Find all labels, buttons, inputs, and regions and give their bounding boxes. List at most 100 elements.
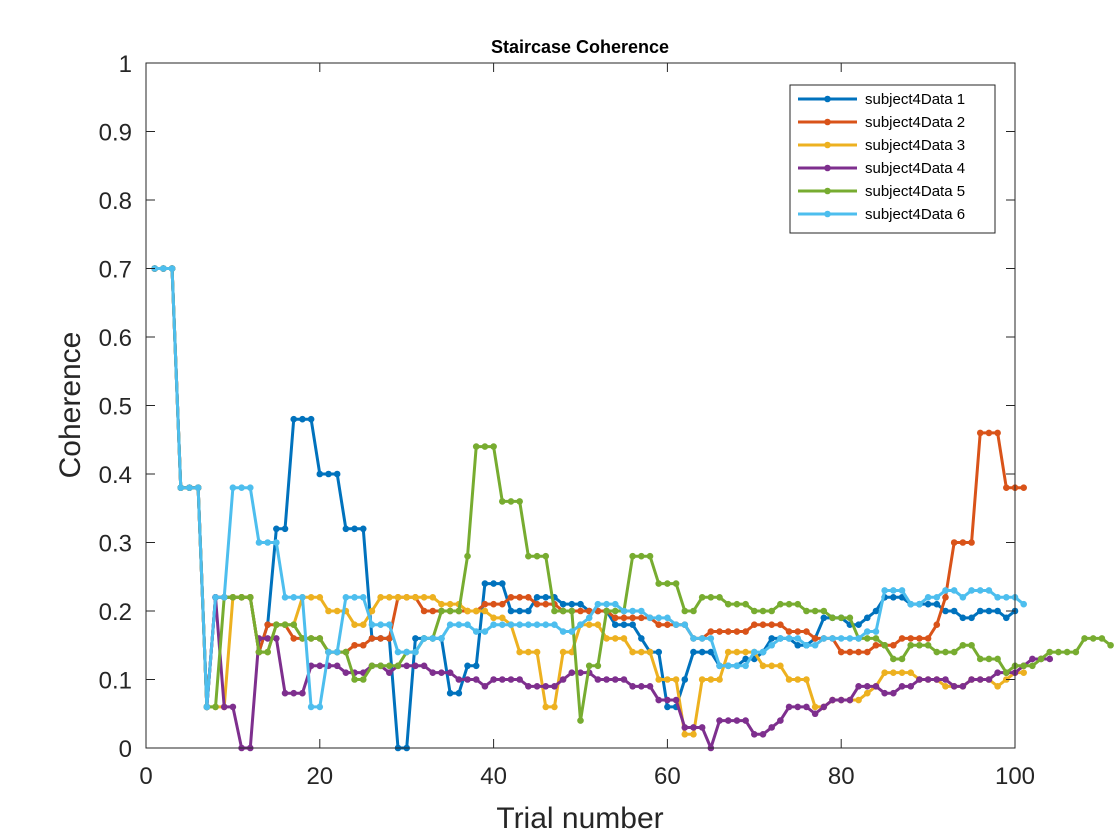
series-4 — [151, 265, 1054, 752]
legend-marker — [824, 95, 831, 103]
data-point — [846, 614, 854, 622]
data-point — [785, 635, 793, 642]
data-point — [568, 669, 576, 676]
data-point — [638, 683, 645, 690]
data-point — [533, 552, 541, 560]
data-point — [351, 676, 358, 683]
data-point — [507, 498, 515, 505]
data-point — [568, 628, 576, 635]
data-point — [959, 683, 967, 690]
data-point — [846, 696, 854, 704]
data-point — [1107, 641, 1114, 649]
data-point — [525, 683, 532, 690]
data-point — [707, 594, 715, 601]
data-point — [273, 525, 280, 533]
data-point — [333, 662, 341, 670]
data-point — [368, 621, 376, 628]
data-point — [759, 648, 767, 656]
data-point — [724, 600, 732, 608]
data-point — [359, 621, 367, 628]
data-point — [898, 587, 906, 594]
data-point — [299, 415, 306, 423]
data-point — [273, 621, 280, 628]
data-point — [863, 628, 871, 635]
data-point — [594, 662, 602, 670]
data-point — [559, 648, 567, 656]
data-point — [490, 443, 497, 450]
y-axis-label: Coherence — [54, 332, 87, 479]
data-point — [507, 621, 515, 628]
data-point — [759, 607, 767, 615]
data-point — [916, 600, 923, 608]
data-point — [811, 641, 819, 649]
data-point — [863, 635, 871, 642]
data-point — [716, 662, 723, 670]
data-point — [985, 607, 993, 615]
data-point — [829, 635, 836, 642]
data-point — [881, 587, 888, 594]
data-point — [559, 607, 567, 615]
data-point — [855, 635, 862, 642]
data-point — [203, 703, 211, 711]
data-point — [386, 635, 393, 642]
data-point — [881, 641, 888, 649]
data-point — [316, 470, 324, 478]
data-point — [837, 696, 845, 704]
data-point — [733, 628, 741, 635]
data-point — [611, 607, 619, 615]
data-point — [942, 648, 949, 656]
data-point — [785, 703, 793, 711]
data-point — [377, 635, 384, 642]
data-point — [168, 265, 176, 272]
data-point — [672, 696, 680, 704]
data-point — [533, 683, 541, 690]
data-point — [777, 600, 784, 608]
data-point — [386, 669, 393, 676]
data-point — [325, 648, 332, 656]
data-point — [481, 683, 489, 690]
data-point — [924, 594, 932, 601]
series-6 — [151, 265, 1027, 711]
data-point — [811, 607, 819, 615]
data-point — [942, 607, 949, 615]
data-point — [377, 594, 384, 601]
data-point — [820, 614, 828, 622]
data-point — [707, 628, 715, 635]
data-point — [1020, 600, 1027, 608]
data-point — [985, 429, 993, 437]
data-point — [542, 703, 550, 711]
data-point — [681, 676, 689, 683]
data-point — [620, 676, 628, 683]
data-point — [246, 594, 254, 601]
data-point — [351, 641, 358, 649]
data-point — [803, 676, 810, 683]
data-point — [768, 641, 775, 649]
legend-label: subject4Data 1 — [865, 91, 965, 108]
data-point — [655, 696, 663, 704]
data-point — [707, 635, 715, 642]
data-point — [933, 621, 941, 628]
data-point — [994, 607, 1001, 615]
legend-label: subject4Data 2 — [865, 114, 965, 131]
data-point — [438, 635, 445, 642]
data-point — [724, 628, 732, 635]
legend-marker — [824, 164, 831, 172]
data-point — [412, 648, 419, 656]
data-point — [455, 689, 463, 697]
data-point — [316, 594, 324, 601]
data-point — [446, 607, 454, 615]
data-point — [820, 635, 828, 642]
data-point — [907, 635, 915, 642]
data-point — [698, 648, 706, 656]
legend-label: subject4Data 3 — [865, 137, 965, 154]
data-point — [646, 648, 654, 656]
data-point — [638, 635, 645, 642]
data-point — [290, 415, 298, 423]
data-point — [924, 600, 932, 608]
data-point — [646, 683, 654, 690]
data-point — [681, 621, 689, 628]
data-point — [1020, 484, 1027, 492]
data-point — [976, 607, 984, 615]
data-point — [420, 594, 428, 601]
data-point — [446, 621, 454, 628]
